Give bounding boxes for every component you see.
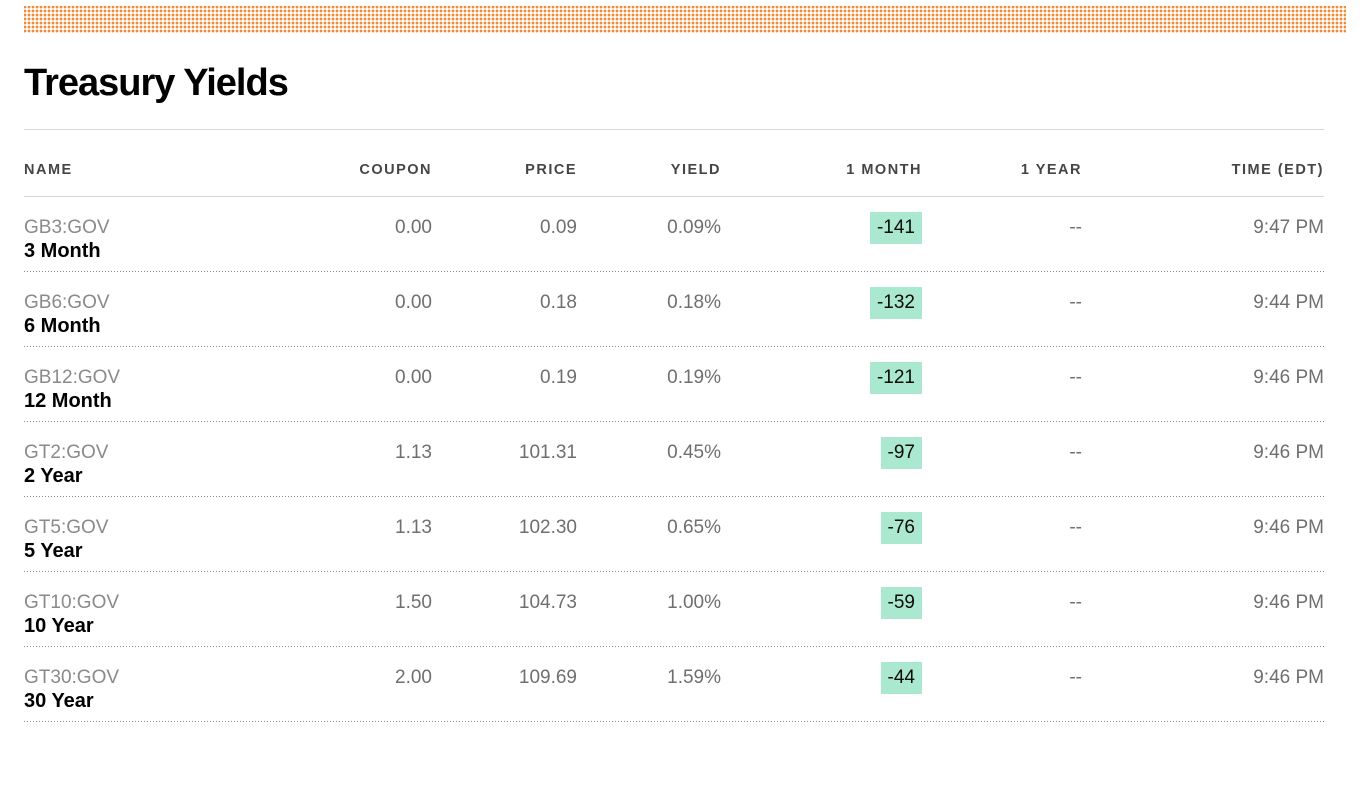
one-year-value: -- xyxy=(1069,667,1082,688)
one-month-change-badge: -132 xyxy=(869,287,922,319)
security-cell: GB12:GOV 12 Month xyxy=(24,367,304,413)
ticker-link[interactable]: GT10:GOV xyxy=(24,592,120,613)
column-header-1-month: 1 MONTH xyxy=(846,162,922,178)
time-value: 9:46 PM xyxy=(1253,667,1324,688)
yield-value: 1.59% xyxy=(667,667,721,688)
ticker-link[interactable]: GB12:GOV xyxy=(24,367,121,388)
table-row[interactable]: GB12:GOV 12 Month 0.00 0.19 0.19% -121 -… xyxy=(24,347,1324,422)
one-month-change-badge: -97 xyxy=(880,437,922,469)
time-value: 9:44 PM xyxy=(1253,292,1324,313)
one-year-value: -- xyxy=(1069,292,1082,313)
column-header-time-edt: TIME (EDT) xyxy=(1231,162,1324,178)
decorative-dot-band xyxy=(24,6,1346,33)
one-month-cell: -97 xyxy=(721,437,922,488)
one-year-value: -- xyxy=(1069,217,1082,238)
table-row[interactable]: GB3:GOV 3 Month 0.00 0.09 0.09% -141 -- … xyxy=(24,197,1324,272)
price-value: 0.18 xyxy=(540,292,577,313)
one-month-cell: -59 xyxy=(721,587,922,638)
one-month-change-badge: -121 xyxy=(869,362,922,394)
ticker-link[interactable]: GB6:GOV xyxy=(24,292,110,313)
column-header-1-year: 1 YEAR xyxy=(1020,162,1082,178)
one-year-value: -- xyxy=(1069,592,1082,613)
security-cell: GB3:GOV 3 Month xyxy=(24,217,304,263)
one-month-cell: -132 xyxy=(721,287,922,338)
security-name: 30 Year xyxy=(24,690,94,712)
yield-value: 1.00% xyxy=(667,592,721,613)
one-month-change-badge: -141 xyxy=(869,212,922,244)
column-header-yield: YIELD xyxy=(670,162,721,178)
security-cell: GB6:GOV 6 Month xyxy=(24,292,304,338)
column-header-price: PRICE xyxy=(525,162,577,178)
one-month-change-badge: -44 xyxy=(880,662,922,694)
table-header-row: NAME COUPON PRICE YIELD 1 MONTH 1 YEAR T… xyxy=(24,130,1324,197)
ticker-link[interactable]: GT30:GOV xyxy=(24,667,120,688)
one-month-cell: -44 xyxy=(721,662,922,713)
time-value: 9:46 PM xyxy=(1253,442,1324,463)
table-row[interactable]: GT30:GOV 30 Year 2.00 109.69 1.59% -44 -… xyxy=(24,647,1324,722)
one-month-change-badge: -76 xyxy=(880,512,922,544)
one-year-value: -- xyxy=(1069,367,1082,388)
one-year-value: -- xyxy=(1069,442,1082,463)
treasury-yields-widget: Treasury Yields NAME COUPON PRICE YIELD … xyxy=(24,33,1324,722)
price-value: 109.69 xyxy=(518,667,577,688)
one-month-cell: -121 xyxy=(721,362,922,413)
price-value: 104.73 xyxy=(518,592,577,613)
security-name: 12 Month xyxy=(24,390,112,412)
coupon-value: 0.00 xyxy=(395,367,432,388)
coupon-value: 0.00 xyxy=(395,217,432,238)
time-value: 9:46 PM xyxy=(1253,592,1324,613)
column-header-coupon: COUPON xyxy=(359,162,432,178)
page-title: Treasury Yields xyxy=(24,33,1324,130)
coupon-value: 0.00 xyxy=(395,292,432,313)
one-month-cell: -76 xyxy=(721,512,922,563)
table-row[interactable]: GB6:GOV 6 Month 0.00 0.18 0.18% -132 -- … xyxy=(24,272,1324,347)
price-value: 102.30 xyxy=(518,517,577,538)
time-value: 9:46 PM xyxy=(1253,517,1324,538)
ticker-link[interactable]: GT5:GOV xyxy=(24,517,109,538)
table-row[interactable]: GT2:GOV 2 Year 1.13 101.31 0.45% -97 -- … xyxy=(24,422,1324,497)
one-month-cell: -141 xyxy=(721,212,922,263)
one-year-value: -- xyxy=(1069,517,1082,538)
yield-value: 0.45% xyxy=(667,442,721,463)
price-value: 101.31 xyxy=(518,442,577,463)
yield-value: 0.65% xyxy=(667,517,721,538)
one-month-change-badge: -59 xyxy=(880,587,922,619)
coupon-value: 1.50 xyxy=(395,592,432,613)
coupon-value: 1.13 xyxy=(395,442,432,463)
security-cell: GT30:GOV 30 Year xyxy=(24,667,304,713)
time-value: 9:47 PM xyxy=(1253,217,1324,238)
price-value: 0.19 xyxy=(540,367,577,388)
table-row[interactable]: GT10:GOV 10 Year 1.50 104.73 1.00% -59 -… xyxy=(24,572,1324,647)
security-name: 2 Year xyxy=(24,465,83,487)
security-cell: GT2:GOV 2 Year xyxy=(24,442,304,488)
yield-value: 0.19% xyxy=(667,367,721,388)
price-value: 0.09 xyxy=(540,217,577,238)
table-row[interactable]: GT5:GOV 5 Year 1.13 102.30 0.65% -76 -- … xyxy=(24,497,1324,572)
security-name: 3 Month xyxy=(24,240,101,262)
ticker-link[interactable]: GT2:GOV xyxy=(24,442,109,463)
column-header-name: NAME xyxy=(24,162,73,178)
security-name: 5 Year xyxy=(24,540,83,562)
yield-value: 0.18% xyxy=(667,292,721,313)
coupon-value: 2.00 xyxy=(395,667,432,688)
security-cell: GT10:GOV 10 Year xyxy=(24,592,304,638)
security-name: 10 Year xyxy=(24,615,94,637)
yield-value: 0.09% xyxy=(667,217,721,238)
security-cell: GT5:GOV 5 Year xyxy=(24,517,304,563)
security-name: 6 Month xyxy=(24,315,101,337)
coupon-value: 1.13 xyxy=(395,517,432,538)
time-value: 9:46 PM xyxy=(1253,367,1324,388)
ticker-link[interactable]: GB3:GOV xyxy=(24,217,110,238)
